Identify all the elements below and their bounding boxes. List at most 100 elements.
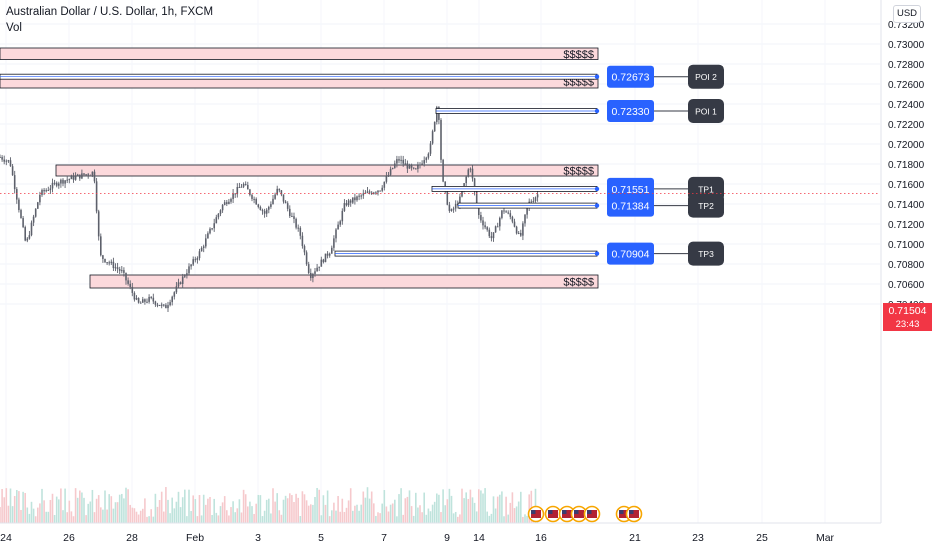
x-tick-label: 23 bbox=[692, 532, 704, 544]
candle-body bbox=[270, 204, 272, 207]
candle-body bbox=[253, 198, 255, 200]
volume-bar bbox=[100, 507, 102, 523]
volume-bar bbox=[530, 490, 533, 523]
volume-bar bbox=[377, 512, 379, 523]
volume-bar bbox=[37, 507, 39, 523]
volume-bar bbox=[18, 491, 20, 523]
candle-body bbox=[22, 218, 24, 228]
candle-body bbox=[148, 296, 150, 302]
candle-body bbox=[3, 159, 5, 162]
candle-body bbox=[396, 159, 398, 164]
x-tick-label: 14 bbox=[473, 532, 485, 544]
level-anchor-handle[interactable] bbox=[594, 74, 600, 79]
candle-body bbox=[507, 212, 509, 214]
candle-body bbox=[247, 184, 249, 190]
volume-indicator-label[interactable]: Vol bbox=[6, 22, 22, 34]
volume-bar bbox=[482, 493, 484, 523]
volume-bar bbox=[446, 499, 449, 523]
candle-body bbox=[366, 191, 369, 193]
candle-body bbox=[469, 168, 472, 170]
volume-bar bbox=[425, 514, 428, 523]
candle-body bbox=[89, 175, 92, 177]
volume-bar bbox=[39, 503, 41, 523]
volume-bar bbox=[284, 495, 287, 523]
candle-body bbox=[255, 198, 257, 205]
candle-body bbox=[219, 210, 222, 214]
level-price-label[interactable] bbox=[607, 177, 654, 200]
volume-bar bbox=[226, 510, 228, 523]
supply-demand-zone[interactable] bbox=[89, 274, 599, 289]
volume-bar bbox=[133, 508, 136, 523]
volume-bar bbox=[188, 489, 190, 523]
y-tick-label: 0.70600 bbox=[888, 280, 925, 291]
level-price-label[interactable] bbox=[607, 100, 654, 122]
candle-body bbox=[345, 203, 348, 206]
volume-bar bbox=[79, 490, 81, 523]
candle-body bbox=[501, 210, 503, 218]
candle-body bbox=[249, 189, 251, 195]
volume-bar bbox=[364, 497, 367, 523]
candle-body bbox=[532, 200, 535, 202]
candle-body bbox=[450, 209, 453, 211]
candle-body bbox=[331, 247, 333, 254]
candle-body bbox=[112, 261, 115, 269]
volume-bar bbox=[331, 510, 333, 523]
supply-demand-zone[interactable] bbox=[55, 164, 599, 177]
volume-bar bbox=[215, 512, 218, 523]
candle-body bbox=[160, 304, 163, 306]
volume-bar bbox=[370, 491, 373, 523]
level-price-label[interactable] bbox=[607, 242, 654, 265]
level-anchor-handle[interactable] bbox=[594, 186, 600, 192]
volume-bar bbox=[219, 506, 222, 523]
level-anchor-handle[interactable] bbox=[594, 108, 600, 114]
x-tick-label: Feb bbox=[186, 532, 204, 544]
level-price-label[interactable] bbox=[607, 194, 654, 217]
volume-bar bbox=[87, 503, 89, 523]
volume-bar bbox=[412, 515, 415, 523]
level-anchor-handle[interactable] bbox=[594, 203, 600, 208]
volume-bar bbox=[255, 503, 257, 523]
level-anchor-handle[interactable] bbox=[594, 251, 600, 256]
candle-body bbox=[186, 273, 188, 276]
candle-body bbox=[410, 164, 413, 168]
volume-bar bbox=[360, 504, 362, 523]
candle-body bbox=[240, 186, 243, 188]
volume-bar bbox=[68, 500, 71, 523]
volume-bar bbox=[261, 516, 264, 523]
volume-bar bbox=[240, 512, 243, 523]
volume-bar bbox=[337, 495, 339, 523]
volume-bar bbox=[72, 516, 75, 523]
candle-body bbox=[484, 225, 486, 228]
volume-bar bbox=[356, 504, 358, 523]
candle-body bbox=[370, 192, 373, 194]
level-tag[interactable] bbox=[688, 99, 724, 123]
flag-stripes bbox=[629, 510, 639, 518]
zone-label: $$$$$ bbox=[563, 166, 594, 178]
candle-body bbox=[383, 181, 386, 188]
volume-bar bbox=[9, 488, 12, 523]
level-price-label[interactable] bbox=[607, 65, 654, 88]
level-tag-text: TP1 bbox=[698, 184, 714, 194]
level-tag[interactable] bbox=[688, 193, 724, 218]
currency-button[interactable]: USD bbox=[893, 5, 921, 23]
volume-bar bbox=[349, 488, 352, 523]
volume-bar bbox=[417, 507, 419, 523]
x-tick-label: 9 bbox=[444, 532, 450, 544]
level-tag[interactable] bbox=[688, 64, 724, 89]
supply-demand-zone[interactable] bbox=[0, 47, 599, 60]
volume-bar bbox=[326, 490, 329, 523]
candle-body bbox=[429, 143, 432, 154]
candle-body bbox=[381, 187, 383, 191]
current-price-badge: 0.71504 23:43 bbox=[883, 303, 932, 331]
volume-bar bbox=[114, 502, 117, 523]
volume-bar bbox=[362, 491, 365, 523]
candle-body bbox=[11, 166, 14, 176]
candle-body bbox=[326, 253, 329, 256]
candle-body bbox=[213, 223, 215, 229]
level-tag[interactable] bbox=[688, 241, 724, 266]
volume-bar bbox=[51, 493, 54, 523]
candle-body bbox=[30, 222, 33, 236]
candle-body bbox=[530, 201, 533, 203]
